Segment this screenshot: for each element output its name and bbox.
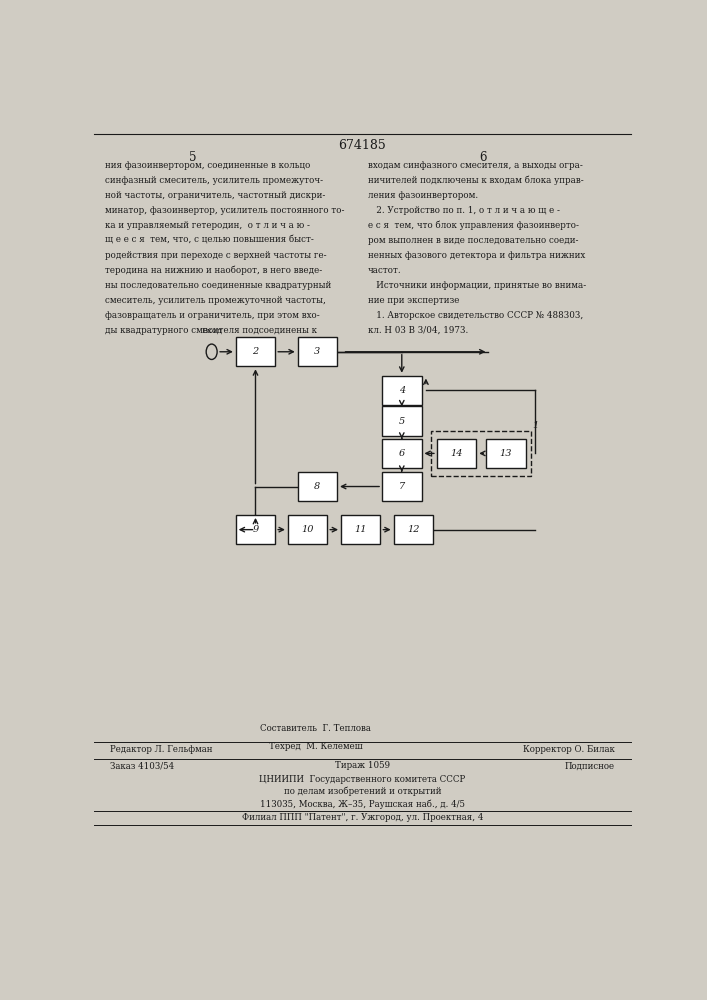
Text: родействия при переходе с верхней частоты ге-: родействия при переходе с верхней частот…	[105, 251, 327, 260]
Text: Заказ 4103/54: Заказ 4103/54	[110, 761, 175, 770]
Text: Филиал ППП "Патент", г. Ужгород, ул. Проектная, 4: Филиал ППП "Патент", г. Ужгород, ул. Про…	[242, 813, 483, 822]
Text: по делам изобретений и открытий: по делам изобретений и открытий	[284, 787, 441, 796]
Text: входам синфазного смесителя, а выходы огра-: входам синфазного смесителя, а выходы ог…	[368, 161, 583, 170]
FancyBboxPatch shape	[382, 439, 421, 468]
Text: ления фазоинвертором.: ления фазоинвертором.	[368, 191, 478, 200]
Text: ние при экспертизе: ние при экспертизе	[368, 296, 459, 305]
Text: 674185: 674185	[339, 139, 386, 152]
Text: синфазный смеситель, усилитель промежуточ-: синфазный смеситель, усилитель промежуто…	[105, 176, 323, 185]
FancyBboxPatch shape	[437, 439, 477, 468]
Text: Техред  М. Келемеш: Техред М. Келемеш	[269, 742, 363, 751]
Text: 6: 6	[479, 151, 486, 164]
Text: частот.: частот.	[368, 266, 402, 275]
Text: Подписное: Подписное	[564, 761, 614, 770]
Text: 10: 10	[301, 525, 314, 534]
Text: 1. Авторское свидетельство СССР № 488303,: 1. Авторское свидетельство СССР № 488303…	[368, 311, 583, 320]
Text: ничителей подключены к входам блока управ-: ничителей подключены к входам блока упра…	[368, 176, 583, 185]
Text: кл. Н 03 В 3/04, 1973.: кл. Н 03 В 3/04, 1973.	[368, 326, 468, 335]
FancyBboxPatch shape	[486, 439, 525, 468]
Text: Вход: Вход	[201, 327, 222, 335]
Text: ды квадратурного смесителя подсоединены к: ды квадратурного смесителя подсоединены …	[105, 326, 317, 335]
Text: щ е е с я  тем, что, с целью повышения быст-: щ е е с я тем, что, с целью повышения бы…	[105, 236, 314, 245]
Text: смеситель, усилитель промежуточной частоты,: смеситель, усилитель промежуточной часто…	[105, 296, 326, 305]
Text: ненных фазового детектора и фильтра нижних: ненных фазового детектора и фильтра нижн…	[368, 251, 585, 260]
FancyBboxPatch shape	[382, 406, 421, 436]
Text: ЦНИИПИ  Государственного комитета СССР: ЦНИИПИ Государственного комитета СССР	[259, 774, 465, 784]
Text: 8: 8	[315, 482, 320, 491]
Text: 9: 9	[252, 525, 259, 534]
Text: ния фазоинвертором, соединенные в кольцо: ния фазоинвертором, соединенные в кольцо	[105, 161, 310, 170]
Text: 13: 13	[500, 449, 512, 458]
Text: 11: 11	[354, 525, 367, 534]
FancyBboxPatch shape	[235, 515, 275, 544]
Text: 1: 1	[533, 421, 539, 430]
Text: е с я  тем, что блок управления фазоинверто-: е с я тем, что блок управления фазоинвер…	[368, 221, 579, 230]
Text: Источники информации, принятые во внима-: Источники информации, принятые во внима-	[368, 281, 586, 290]
Text: фазовращатель и ограничитель, при этом вхо-: фазовращатель и ограничитель, при этом в…	[105, 311, 320, 320]
Text: 7: 7	[399, 482, 405, 491]
Text: 2: 2	[252, 347, 259, 356]
Text: 5: 5	[189, 151, 197, 164]
FancyBboxPatch shape	[341, 515, 380, 544]
Text: 4: 4	[399, 386, 405, 395]
Text: теродина на нижнию и наоборот, в него введе-: теродина на нижнию и наоборот, в него вв…	[105, 266, 322, 275]
FancyBboxPatch shape	[394, 515, 433, 544]
FancyBboxPatch shape	[298, 337, 337, 366]
Text: 3: 3	[315, 347, 320, 356]
Text: Редактор Л. Гельфман: Редактор Л. Гельфман	[110, 745, 213, 754]
Text: ной частоты, ограничитель, частотный дискри-: ной частоты, ограничитель, частотный дис…	[105, 191, 325, 200]
Text: Тираж 1059: Тираж 1059	[335, 761, 390, 770]
Text: Составитель  Г. Теплова: Составитель Г. Теплова	[260, 724, 371, 733]
Text: ром выполнен в виде последовательно соеди-: ром выполнен в виде последовательно соед…	[368, 236, 578, 245]
Text: Корректор О. Билак: Корректор О. Билак	[522, 745, 614, 754]
FancyBboxPatch shape	[382, 376, 421, 405]
Text: ны последовательно соединенные квадратурный: ны последовательно соединенные квадратур…	[105, 281, 331, 290]
Text: 6: 6	[399, 449, 405, 458]
FancyBboxPatch shape	[288, 515, 327, 544]
Text: 12: 12	[407, 525, 419, 534]
Text: ка и управляемый гетеродин,  о т л и ч а ю -: ка и управляемый гетеродин, о т л и ч а …	[105, 221, 310, 230]
Text: 5: 5	[399, 417, 405, 426]
Text: минатор, фазоинвертор, усилитель постоянного то-: минатор, фазоинвертор, усилитель постоян…	[105, 206, 344, 215]
Text: 113035, Москва, Ж–35, Раушская наб., д. 4/5: 113035, Москва, Ж–35, Раушская наб., д. …	[260, 799, 464, 809]
Text: 14: 14	[450, 449, 463, 458]
Text: 2. Устройство по п. 1, о т л и ч а ю щ е -: 2. Устройство по п. 1, о т л и ч а ю щ е…	[368, 206, 560, 215]
FancyBboxPatch shape	[235, 337, 275, 366]
FancyBboxPatch shape	[298, 472, 337, 501]
FancyBboxPatch shape	[382, 472, 421, 501]
